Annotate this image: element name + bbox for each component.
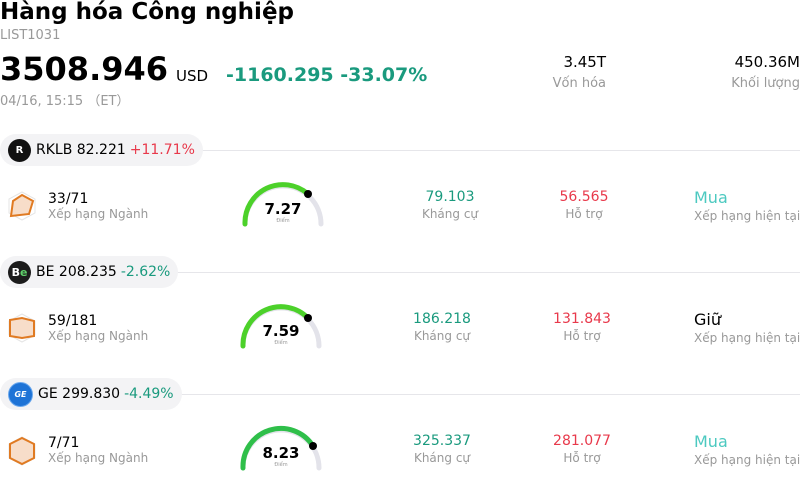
rank-label: Xếp hạng Ngành bbox=[48, 329, 149, 343]
industry-rank: 33/71 Xếp hạng Ngành bbox=[48, 191, 148, 221]
support: 131.843 Hỗ trợ bbox=[542, 311, 622, 343]
volume-value: 450.36M bbox=[734, 53, 800, 71]
industry-rank: 7/71 Xếp hạng Ngành bbox=[48, 435, 148, 465]
divider bbox=[0, 394, 800, 395]
volume-stat: 450.36M Khối lượng bbox=[731, 53, 800, 91]
support-label: Hỗ trợ bbox=[563, 451, 601, 465]
currency-label: USD bbox=[176, 67, 209, 85]
rating-value: Giữ bbox=[694, 310, 721, 329]
divider bbox=[0, 150, 800, 151]
ticker: GE bbox=[38, 386, 58, 402]
volume-label: Khối lượng bbox=[731, 76, 800, 91]
rating-label: Xếp hạng hiện tại bbox=[694, 209, 800, 223]
stock-change: -2.62% bbox=[120, 264, 171, 280]
stock-pill-rklb[interactable]: R RKLB 82.221 +11.71% bbox=[0, 134, 203, 166]
score-label: Điểm bbox=[274, 462, 288, 468]
market-cap-value: 3.45T bbox=[563, 53, 606, 71]
rank-value: 7/71 bbox=[48, 435, 80, 451]
resistance-value: 186.218 bbox=[413, 311, 471, 327]
support: 281.077 Hỗ trợ bbox=[542, 433, 622, 465]
rating-value: Mua bbox=[694, 432, 728, 451]
support-value: 131.843 bbox=[553, 311, 611, 327]
market-cap-label: Vốn hóa bbox=[552, 76, 606, 91]
current-rating: Giữ Xếp hạng hiện tại bbox=[694, 310, 800, 345]
rank-value: 33/71 bbox=[48, 191, 89, 207]
stock-change: +11.71% bbox=[129, 142, 195, 158]
support: 56.565 Hỗ trợ bbox=[544, 189, 624, 221]
rank-label: Xếp hạng Ngành bbox=[48, 451, 149, 465]
rating-value: Mua bbox=[694, 188, 728, 207]
support-value: 56.565 bbox=[559, 189, 609, 205]
rklb-logo-icon: R bbox=[8, 138, 31, 162]
resistance: 186.218 Kháng cự bbox=[402, 311, 482, 343]
resistance-value: 325.337 bbox=[413, 433, 471, 449]
stock-pill-ge[interactable]: GE GE 299.830 -4.49% bbox=[0, 378, 182, 410]
index-price: 3508.946 bbox=[0, 50, 169, 88]
divider bbox=[0, 272, 800, 273]
list-code: LIST1031 bbox=[0, 28, 61, 43]
stock-price: 208.235 bbox=[58, 264, 117, 280]
stock-change: -4.49% bbox=[124, 386, 174, 402]
score-label: Điểm bbox=[276, 218, 290, 224]
stock-price: 82.221 bbox=[76, 142, 126, 158]
score-value: 8.23 bbox=[262, 444, 300, 462]
score-gauge bbox=[240, 304, 322, 349]
resistance-label: Kháng cự bbox=[421, 207, 479, 221]
ticker: BE bbox=[36, 264, 55, 280]
ticker: RKLB bbox=[36, 142, 73, 158]
market-cap-stat: 3.45T Vốn hóa bbox=[553, 53, 606, 91]
support-value: 281.077 bbox=[553, 433, 611, 449]
industry-rank: 59/181 Xếp hạng Ngành bbox=[48, 313, 148, 343]
rating-label: Xếp hạng hiện tại bbox=[694, 331, 800, 345]
stock-price: 299.830 bbox=[62, 386, 121, 402]
radar-chart-icon bbox=[8, 436, 36, 466]
ge-logo-icon: GE bbox=[8, 381, 33, 407]
price-change: -1160.295 -33.07% bbox=[226, 64, 428, 86]
score-label: Điểm bbox=[274, 340, 288, 346]
page-title: Hàng hóa Công nghiệp bbox=[0, 0, 295, 25]
resistance-label: Kháng cự bbox=[413, 451, 471, 465]
score-gauge bbox=[242, 182, 324, 227]
rank-value: 59/181 bbox=[48, 313, 98, 329]
current-rating: Mua Xếp hạng hiện tại bbox=[694, 188, 800, 223]
resistance-label: Kháng cự bbox=[413, 329, 471, 343]
radar-chart-icon bbox=[8, 313, 36, 343]
resistance: 325.337 Kháng cự bbox=[402, 433, 482, 465]
score-value: 7.27 bbox=[264, 200, 302, 218]
resistance-value: 79.103 bbox=[425, 189, 475, 205]
rating-label: Xếp hạng hiện tại bbox=[694, 453, 800, 467]
score-value: 7.59 bbox=[262, 322, 300, 340]
radar-chart-icon bbox=[8, 191, 36, 221]
support-label: Hỗ trợ bbox=[565, 207, 603, 221]
rank-label: Xếp hạng Ngành bbox=[48, 207, 149, 221]
score-gauge bbox=[240, 425, 322, 471]
timestamp: 04/16, 15:15 （ET） bbox=[0, 94, 130, 109]
support-label: Hỗ trợ bbox=[563, 329, 601, 343]
resistance: 79.103 Kháng cự bbox=[410, 189, 490, 221]
current-rating: Mua Xếp hạng hiện tại bbox=[694, 432, 800, 467]
